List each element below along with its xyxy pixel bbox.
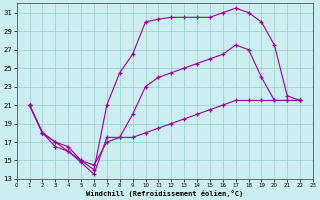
X-axis label: Windchill (Refroidissement éolien,°C): Windchill (Refroidissement éolien,°C)	[86, 190, 244, 197]
